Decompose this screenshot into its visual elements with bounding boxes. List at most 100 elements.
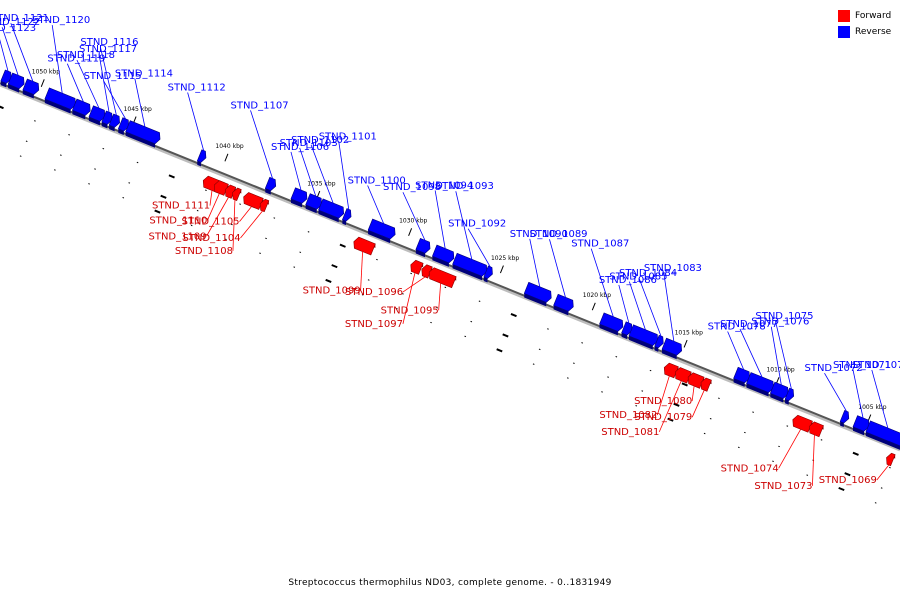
lead-line — [299, 147, 317, 197]
gene-side — [8, 84, 20, 93]
gene-block-stnd-1084 — [654, 334, 664, 349]
lead-line — [99, 47, 117, 116]
gene-block-stnd-1076 — [769, 381, 789, 399]
guide-dot — [737, 446, 740, 449]
gene-label-stnd-1071: STND_1071 — [833, 360, 891, 371]
lead-line — [76, 59, 100, 109]
axis-tick — [224, 153, 229, 162]
guide-dot — [874, 502, 877, 504]
gene-label-stnd-1081: STND_1081 — [601, 427, 659, 438]
lead-line — [402, 272, 416, 324]
lead-line — [812, 434, 815, 486]
lead-line — [663, 273, 675, 342]
lead-line — [656, 375, 670, 416]
gene-block-stnd-1082 — [663, 362, 679, 379]
guide-dot — [25, 140, 28, 143]
lead-line — [1, 27, 19, 76]
gene-label-stnd-1079: STND_1079 — [634, 412, 692, 423]
gene-block-stnd-1108 — [232, 187, 242, 201]
gene-block-stnd-1098 — [415, 237, 431, 254]
gene-block-stnd-1100 — [367, 218, 396, 240]
guide-dot — [128, 182, 131, 184]
gene-label-stnd-1077: STND_1077 — [720, 319, 778, 330]
lead-line — [434, 190, 446, 249]
gene-side — [0, 81, 7, 88]
gene-block-stnd-1089 — [553, 293, 574, 312]
gene-block-stnd-1097 — [410, 259, 424, 275]
gene-side — [118, 128, 124, 136]
lead-line — [455, 191, 473, 260]
guide-dot — [361, 294, 364, 296]
gene-block-stnd-1086 — [621, 321, 633, 336]
gene-side — [72, 110, 86, 120]
gene-block-stnd-1104 — [259, 198, 270, 213]
gene-block-stnd-1122 — [7, 72, 25, 89]
gene-side — [368, 230, 391, 244]
lead-line — [134, 78, 146, 127]
gene-label-stnd-1070: STND_1070 — [852, 360, 900, 371]
gene-block-stnd-1092 — [483, 265, 493, 279]
gene-side — [553, 305, 569, 316]
gene-block-stnd-1101 — [341, 208, 352, 222]
lead-line — [402, 192, 426, 241]
gene-block-stnd-1123 — [0, 69, 12, 84]
tick-label: 1020 kbp — [583, 292, 611, 299]
guide-dot — [743, 431, 746, 434]
gene-label-stnd-1089: STND_1089 — [529, 229, 587, 240]
gene-label-stnd-1115: STND_1115 — [84, 71, 142, 82]
guide-dot — [53, 169, 56, 171]
gene-block-stnd-1074 — [792, 414, 813, 433]
gene-side — [305, 204, 317, 214]
gene-block-stnd-1103 — [305, 193, 322, 210]
lead-line — [402, 276, 426, 293]
gene-label-stnd-1106: STND_1106 — [271, 142, 329, 153]
legend-reverse: Reverse — [838, 24, 891, 40]
gene-block-stnd-1080 — [687, 372, 705, 389]
guide-dot — [34, 120, 36, 122]
guide-dot — [230, 223, 233, 226]
tick-label: 1005 kbp — [858, 404, 886, 411]
gene-side — [109, 125, 115, 132]
gene-label-stnd-1076: STND_1076 — [751, 317, 809, 328]
gene-label-stnd-1119: STND_1119 — [47, 54, 105, 65]
gene-label-stnd-1122: STND_1122 — [0, 17, 40, 28]
reverse-swatch — [838, 26, 850, 38]
lead-line — [876, 464, 890, 481]
guide-dot — [496, 348, 503, 353]
gene-label-stnd-1104: STND_1104 — [182, 233, 240, 244]
gene-label-stnd-1103: STND_1103 — [280, 138, 338, 149]
guide-dot — [259, 252, 261, 254]
guide-dot — [410, 272, 413, 275]
tick-label: 1015 kbp — [675, 329, 703, 336]
guide-dot — [889, 466, 891, 469]
gene-label-stnd-1085: STND_1085 — [609, 272, 667, 283]
gene-side — [125, 131, 156, 148]
lead-line — [590, 248, 614, 317]
gene-label-stnd-1101: STND_1101 — [319, 131, 377, 142]
guide-dot — [844, 472, 851, 477]
gene-label-stnd-1121: STND_1121 — [0, 13, 49, 24]
gene-block-stnd-1119 — [71, 98, 91, 116]
guide-dot — [566, 377, 569, 379]
guide-dot — [293, 266, 296, 268]
legend: Forward Reverse — [838, 8, 891, 40]
gene-label-stnd-1099: STND_1099 — [303, 286, 361, 297]
guide-dot — [430, 321, 432, 324]
gene-side — [770, 393, 784, 403]
gene-label-stnd-1107: STND_1107 — [231, 100, 289, 111]
gene-block-stnd-1073 — [809, 421, 824, 438]
gene-block-stnd-1099 — [353, 236, 376, 256]
gene-block-stnd-1072 — [839, 410, 850, 424]
gene-block-stnd-1110 — [213, 180, 229, 196]
gene-block-stnd-1094 — [431, 244, 455, 264]
gene-side — [599, 323, 618, 336]
legend-reverse-label: Reverse — [855, 27, 892, 37]
forward-swatch — [838, 10, 850, 22]
tick-label: 1050 kbp — [32, 69, 60, 76]
guide-dot — [718, 397, 720, 400]
lead-line — [51, 25, 63, 94]
gene-label-stnd-1094: STND_1094 — [415, 180, 473, 191]
lead-line — [628, 281, 646, 330]
guide-dot — [205, 189, 207, 192]
guide-dot — [681, 382, 688, 387]
